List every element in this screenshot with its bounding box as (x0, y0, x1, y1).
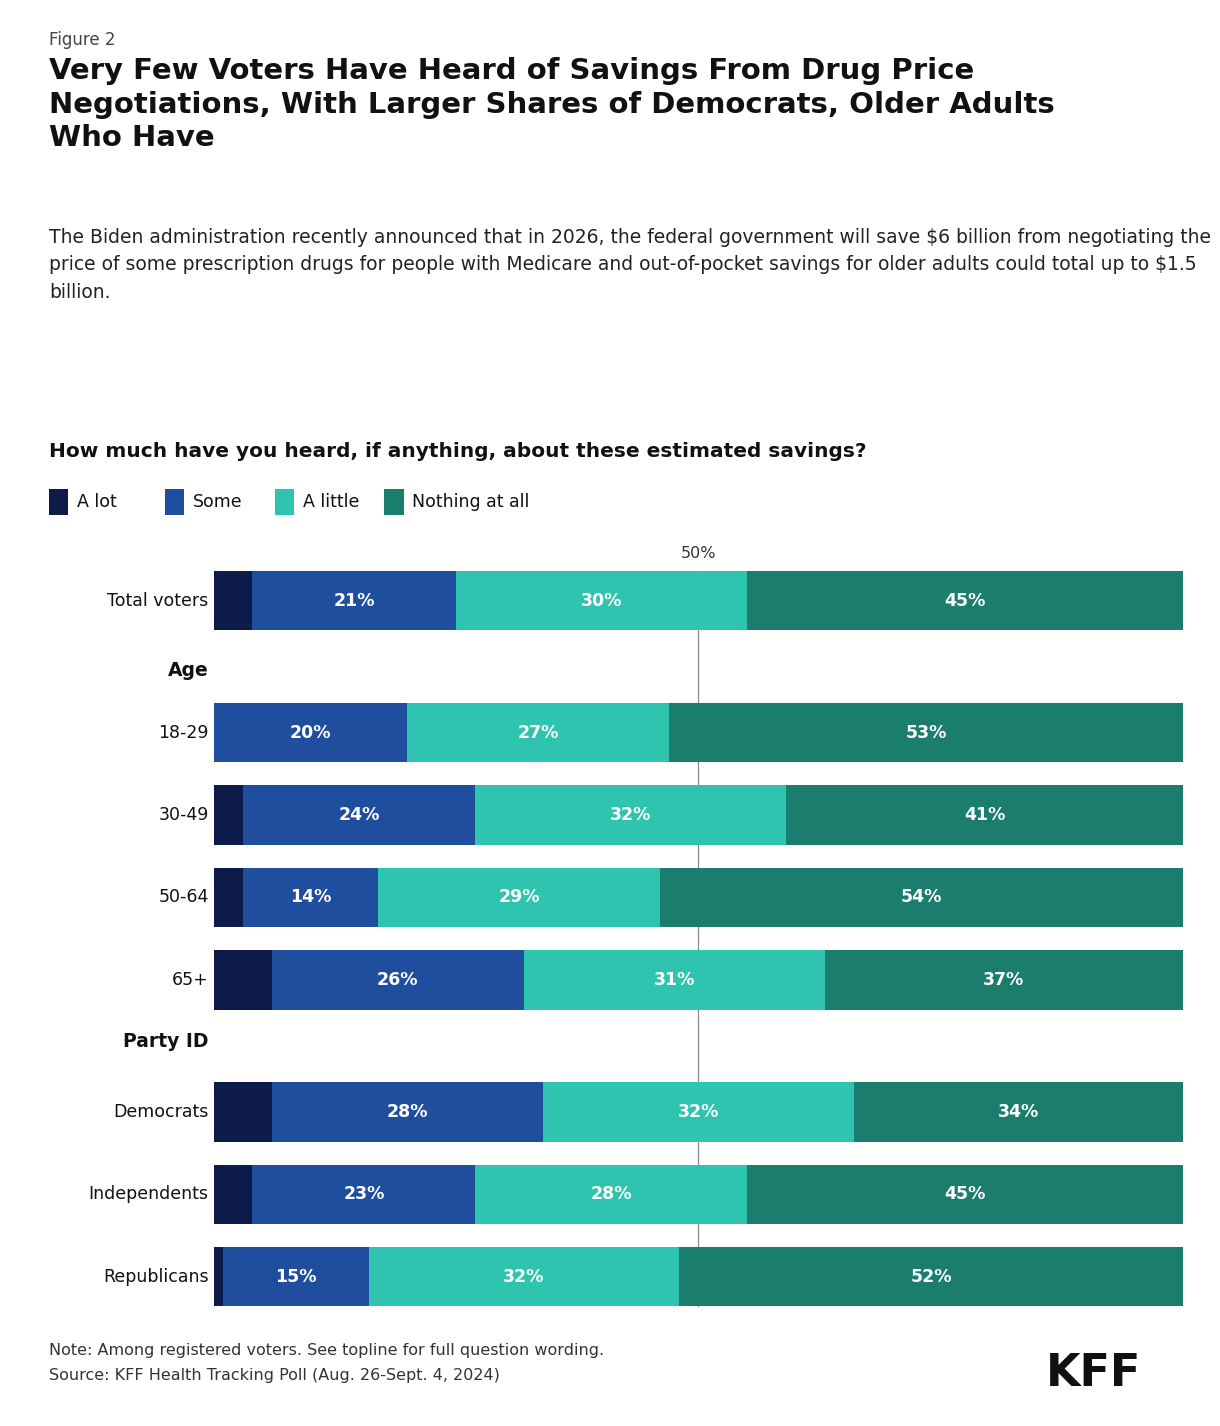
Bar (825, 950, 1183, 1010)
Text: Some: Some (193, 493, 243, 511)
Bar (476, 1165, 747, 1224)
Text: 27%: 27% (517, 723, 559, 742)
Text: 50%: 50% (681, 546, 716, 562)
Text: 30-49: 30-49 (159, 806, 209, 824)
Text: Age: Age (168, 662, 209, 680)
Bar (214, 1082, 272, 1141)
Text: Source: KFF Health Tracking Poll (Aug. 26-Sept. 4, 2024): Source: KFF Health Tracking Poll (Aug. 2… (49, 1368, 500, 1383)
Bar (476, 786, 786, 844)
Text: How much have you heard, if anything, about these estimated savings?: How much have you heard, if anything, ab… (49, 442, 866, 461)
Text: Nothing at all: Nothing at all (412, 493, 529, 511)
Text: Democrats: Democrats (113, 1102, 209, 1121)
Bar (243, 868, 378, 927)
Bar (214, 1246, 223, 1306)
Text: 53%: 53% (905, 723, 947, 742)
Bar (786, 786, 1183, 844)
Bar (223, 1246, 368, 1306)
Text: 18-29: 18-29 (159, 723, 209, 742)
Text: The Biden administration recently announced that in 2026, the federal government: The Biden administration recently announ… (49, 228, 1210, 302)
Text: 30%: 30% (581, 592, 622, 610)
Bar (747, 1165, 1183, 1224)
Text: Note: Among registered voters. See topline for full question wording.: Note: Among registered voters. See topli… (49, 1342, 604, 1358)
Bar (670, 703, 1183, 763)
Bar (660, 868, 1183, 927)
Text: 20%: 20% (289, 723, 332, 742)
Bar (854, 1082, 1183, 1141)
Text: 54%: 54% (900, 888, 942, 907)
Bar (272, 950, 523, 1010)
Text: 32%: 32% (678, 1102, 719, 1121)
Text: 31%: 31% (654, 971, 695, 988)
Bar (214, 1165, 253, 1224)
Text: 45%: 45% (944, 592, 986, 610)
Bar (214, 868, 243, 927)
Text: 34%: 34% (998, 1102, 1039, 1121)
Text: 29%: 29% (498, 888, 539, 907)
Bar (272, 1082, 543, 1141)
Text: 50-64: 50-64 (159, 888, 209, 907)
Bar (378, 868, 660, 927)
Text: 14%: 14% (290, 888, 331, 907)
Bar (214, 570, 253, 630)
Bar (680, 1246, 1183, 1306)
Text: 52%: 52% (910, 1268, 952, 1286)
Text: 26%: 26% (377, 971, 418, 988)
Bar (243, 786, 476, 844)
Bar (253, 1165, 476, 1224)
Text: Very Few Voters Have Heard of Savings From Drug Price
Negotiations, With Larger : Very Few Voters Have Heard of Savings Fr… (49, 57, 1054, 153)
Bar (214, 703, 407, 763)
Text: 45%: 45% (944, 1185, 986, 1204)
Text: 23%: 23% (343, 1185, 384, 1204)
Text: 32%: 32% (610, 806, 651, 824)
Text: A lot: A lot (77, 493, 117, 511)
Text: 21%: 21% (333, 592, 375, 610)
Text: Figure 2: Figure 2 (49, 31, 116, 50)
Bar (747, 570, 1183, 630)
Bar (214, 950, 272, 1010)
Text: Independents: Independents (89, 1185, 209, 1204)
Bar (253, 570, 456, 630)
Text: 32%: 32% (503, 1268, 544, 1286)
Bar (407, 703, 670, 763)
Bar (543, 1082, 854, 1141)
Text: 41%: 41% (964, 806, 1005, 824)
Text: Republicans: Republicans (102, 1268, 209, 1286)
Text: 24%: 24% (338, 806, 379, 824)
Text: Total voters: Total voters (107, 592, 209, 610)
Text: KFF: KFF (1046, 1352, 1141, 1395)
Bar (214, 786, 243, 844)
Text: 15%: 15% (276, 1268, 317, 1286)
Text: A little: A little (303, 493, 359, 511)
Bar (456, 570, 747, 630)
Text: 65+: 65+ (172, 971, 209, 988)
Text: 28%: 28% (590, 1185, 632, 1204)
Text: 28%: 28% (387, 1102, 428, 1121)
Text: Party ID: Party ID (123, 1032, 209, 1051)
Text: 37%: 37% (983, 971, 1025, 988)
Bar (368, 1246, 680, 1306)
Bar (523, 950, 825, 1010)
